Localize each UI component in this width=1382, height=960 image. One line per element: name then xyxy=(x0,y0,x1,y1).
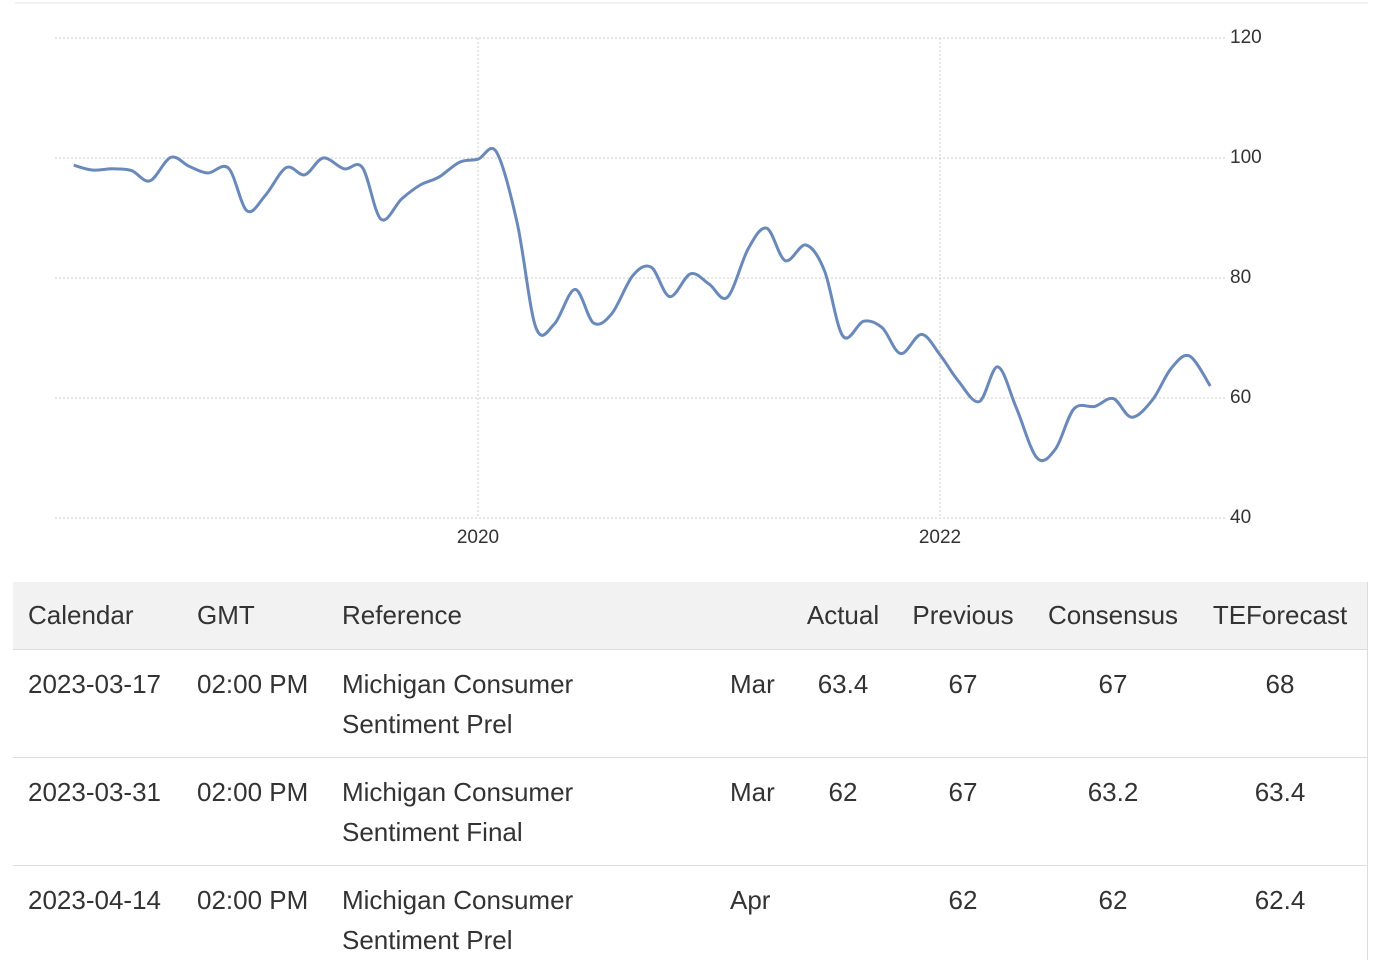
y-tick-label: 80 xyxy=(1230,267,1251,288)
table-cell: 62 xyxy=(828,777,858,807)
x-tick-label: 2022 xyxy=(919,527,961,548)
row-divider xyxy=(13,757,1368,758)
table-cell: 02:00 PM xyxy=(197,885,309,915)
table-cell: Michigan Consumer Sentiment Prel xyxy=(342,669,574,739)
table-cell: 62 xyxy=(948,885,978,915)
header-cell: Consensus xyxy=(1047,600,1179,630)
table-cell: 62.4 xyxy=(1254,885,1306,915)
table-cell: 2023-03-31 xyxy=(28,777,161,807)
table-cell: Michigan Consumer Sentiment Prel xyxy=(342,885,574,955)
table-cell: 62 xyxy=(1098,885,1128,915)
table-cell: 2023-04-14 xyxy=(28,885,161,915)
table-cell: 67 xyxy=(948,777,978,807)
table-cell: 02:00 PM xyxy=(197,777,309,807)
table-cell: 63.4 xyxy=(817,669,869,699)
header-cell: Actual xyxy=(806,600,880,630)
y-tick-label: 120 xyxy=(1230,27,1262,48)
x-tick-label: 2020 xyxy=(457,527,499,548)
y-tick-label: 60 xyxy=(1230,387,1251,408)
chart: 40 60 80 100 120 2020 2022 xyxy=(15,2,1368,548)
table-cell: Mar xyxy=(730,777,775,807)
y-tick-label: 40 xyxy=(1230,507,1251,528)
y-tick-label: 100 xyxy=(1230,147,1262,168)
table-cell: Apr xyxy=(730,885,771,915)
table-cell: 67 xyxy=(1098,669,1128,699)
table-cell: 63.2 xyxy=(1087,777,1139,807)
table-border xyxy=(1367,582,1368,960)
table-cell: Michigan Consumer Sentiment Final xyxy=(342,777,574,847)
row-divider xyxy=(13,649,1368,650)
header-cell: Calendar xyxy=(28,600,134,630)
table-cell: 02:00 PM xyxy=(197,669,309,699)
header-cell: GMT xyxy=(197,600,255,630)
header-cell: TEForecast xyxy=(1212,600,1348,630)
table-cell: 2023-03-17 xyxy=(28,669,161,699)
row-divider xyxy=(13,865,1368,866)
header-cell: Reference xyxy=(342,600,462,630)
table-cell: 68 xyxy=(1265,669,1295,699)
table-cell: 63.4 xyxy=(1254,777,1306,807)
table-cell: 67 xyxy=(948,669,978,699)
line-series xyxy=(73,146,1212,463)
table-header-bg xyxy=(13,582,1368,649)
header-cell: Previous xyxy=(912,600,1014,630)
table-cell: Mar xyxy=(730,669,775,699)
